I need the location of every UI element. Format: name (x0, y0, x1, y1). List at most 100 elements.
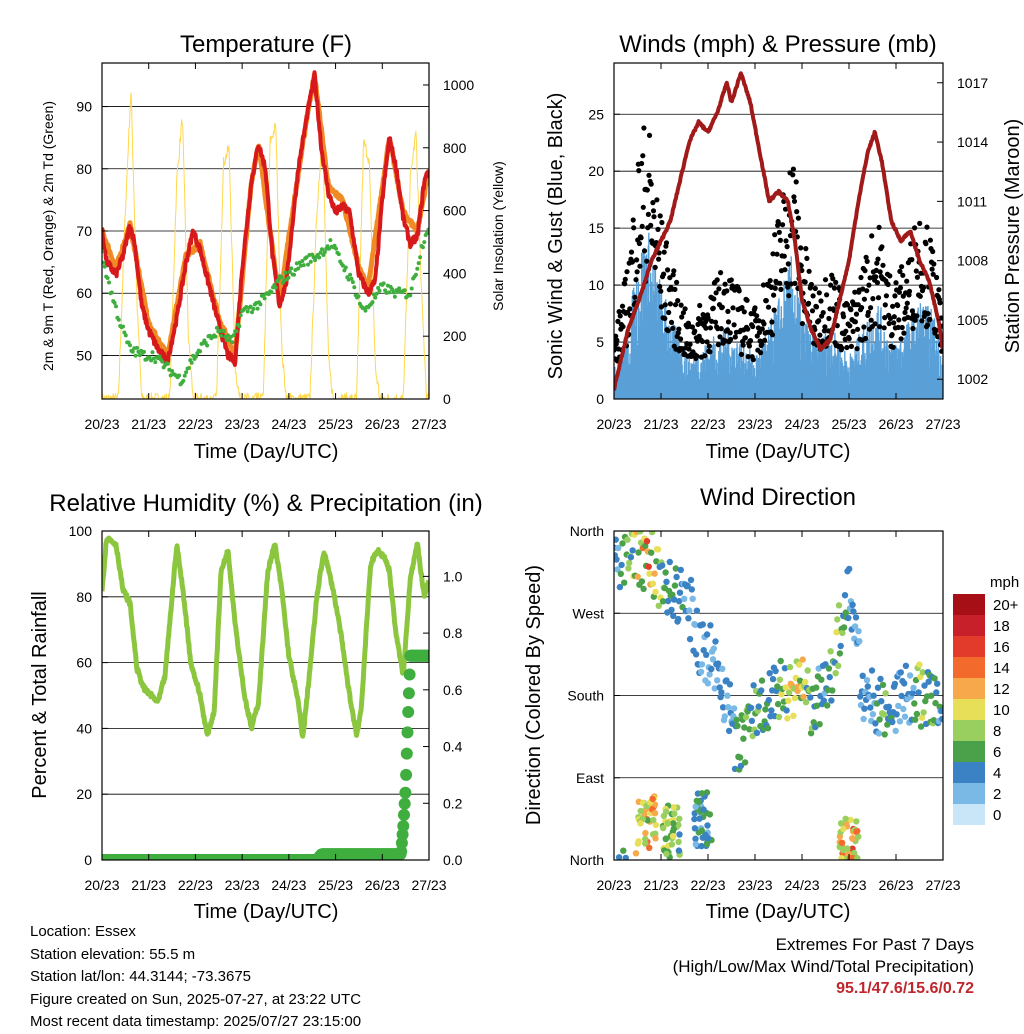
gust-point (707, 325, 714, 331)
legend-label: 10 (993, 702, 1010, 719)
gust-point (754, 313, 760, 319)
legend-swatch (953, 636, 985, 657)
direction-point (699, 834, 706, 841)
dewpoint-point (149, 358, 154, 363)
direction-point (708, 665, 715, 673)
gust-point (839, 345, 845, 351)
gust-point (891, 314, 897, 320)
gust-point (875, 256, 881, 262)
gust-point (776, 229, 782, 235)
direction-point (652, 830, 659, 837)
direction-point (673, 573, 680, 581)
direction-point (835, 602, 843, 609)
winds-panel: Winds (mph) & Pressure (mb) 0 5 10 15 20 25 10… (545, 31, 1024, 463)
gust-point (694, 353, 700, 359)
gust-point (667, 275, 673, 281)
gust-point (867, 275, 873, 281)
dewpoint-point (283, 270, 288, 275)
wind-direction-title: Wind Direction (700, 484, 856, 511)
direction-point (842, 815, 849, 822)
gust-point (661, 249, 667, 255)
direction-point (849, 835, 857, 842)
gust-point (672, 302, 679, 308)
direction-point (638, 578, 646, 585)
direction-point (622, 854, 629, 860)
gust-point (877, 269, 883, 275)
dewpoint-point (224, 338, 229, 342)
winds-xlabel: Time (Day/UTC) (706, 441, 851, 463)
dewpoint-point (130, 349, 135, 354)
legend-unit: mph (990, 574, 1019, 591)
y-tick-label: 20 (588, 163, 604, 179)
gust-point (861, 296, 868, 302)
direction-point (692, 835, 699, 842)
gust-point (648, 181, 654, 187)
direction-point (654, 546, 662, 553)
direction-point (919, 669, 926, 676)
dewpoint-point (170, 369, 175, 373)
gust-point (634, 257, 640, 263)
x-tick-label: 25/23 (831, 877, 866, 893)
direction-point (615, 854, 623, 860)
direction-point (804, 667, 811, 674)
gust-point (782, 206, 789, 212)
gust-point (745, 354, 751, 360)
dewpoint-point (231, 333, 236, 338)
dewpoint-point (269, 290, 274, 295)
precip-point (398, 808, 410, 821)
gust-point (895, 302, 901, 309)
direction-point (875, 730, 882, 737)
direction-point (671, 582, 679, 589)
legend-swatch (953, 615, 985, 636)
gust-point (768, 284, 775, 290)
gust-point (913, 268, 919, 274)
direction-point (816, 721, 823, 728)
gust-point (689, 324, 696, 330)
direction-point (671, 810, 678, 817)
dewpoint-point (313, 258, 317, 263)
gust-point (794, 209, 800, 215)
direction-point (625, 565, 632, 572)
direction-point (686, 607, 693, 614)
direction-point (614, 536, 619, 543)
gust-point (793, 179, 799, 185)
direction-point (677, 566, 684, 574)
x-tick-label: 26/23 (365, 877, 400, 893)
y2-tick-label: 0.2 (443, 795, 463, 811)
gust-point (927, 316, 933, 322)
precip-point (398, 797, 411, 810)
direction-point (868, 667, 876, 674)
dewpoint-point (135, 345, 139, 350)
gust-point (868, 305, 874, 311)
humidity-title: Relative Humidity (%) & Precipitation (i… (49, 490, 482, 517)
direction-point (703, 631, 711, 638)
gust-point (917, 220, 923, 226)
gust-point (909, 257, 915, 263)
gust-point (855, 326, 861, 332)
direction-point (653, 558, 660, 565)
direction-point (693, 797, 700, 804)
legend-label: 4 (993, 765, 1001, 782)
direction-point (642, 840, 649, 847)
direction-point (837, 642, 844, 650)
direction-point (758, 677, 766, 684)
direction-point (909, 690, 916, 697)
direction-point (668, 841, 676, 848)
gust-point (939, 348, 943, 354)
location-text: Location: Essex (30, 923, 136, 940)
direction-point (651, 810, 659, 817)
gust-point (658, 288, 664, 294)
direction-point (734, 722, 741, 730)
direction-point (635, 549, 642, 556)
dewpoint-point (273, 285, 278, 290)
gust-point (896, 289, 903, 295)
dewpoint-point (413, 272, 418, 277)
direction-point (652, 588, 659, 596)
direction-point (748, 717, 756, 725)
y2-tick-label: 800 (443, 140, 467, 156)
gust-point (806, 268, 812, 274)
direction-point (802, 699, 810, 706)
dewpoint-point (336, 252, 341, 257)
dewpoint-point (363, 308, 368, 313)
y2-tick-label: 0.6 (443, 682, 463, 698)
